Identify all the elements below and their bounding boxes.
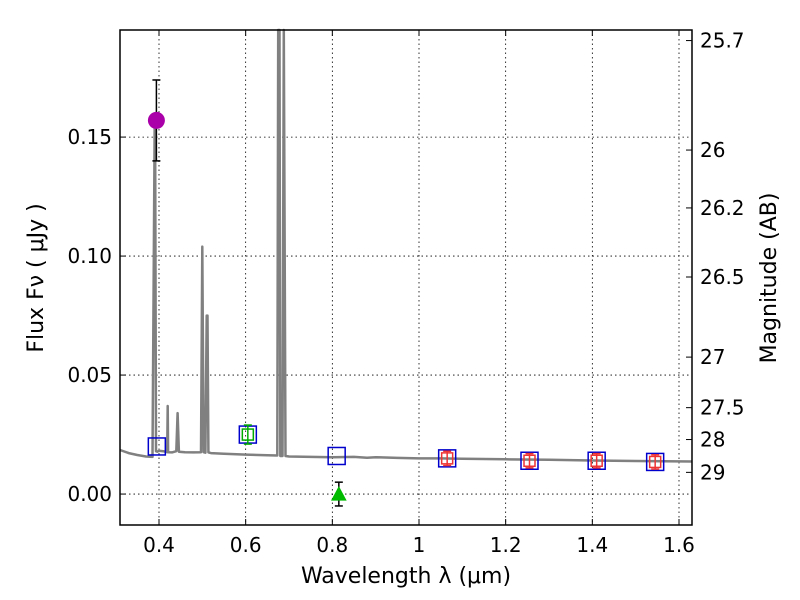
x-tick-label: 0.4 xyxy=(143,533,175,557)
data-point-square xyxy=(523,454,536,467)
data-point-square xyxy=(520,451,539,470)
mag-tick-label: 26 xyxy=(700,138,725,162)
markers xyxy=(147,79,665,507)
data-point-square xyxy=(587,451,606,470)
mag-tick-label: 29 xyxy=(700,460,725,484)
data-point-square xyxy=(327,446,346,466)
x-tick-label: 1.6 xyxy=(663,533,695,557)
mag-tick-label: 26.2 xyxy=(700,196,745,220)
ticks: 0.4 0.6 0.8 1 1.2 1.4 1.6 0.00 0.05 0.10 0.15 25.7 2… xyxy=(67,29,744,557)
y-axis-right-label: Magnitude (AB) xyxy=(757,193,782,364)
x-tick-label: 0.6 xyxy=(230,533,262,557)
data-point-square xyxy=(241,428,255,441)
y-tick-label: 0.05 xyxy=(67,363,112,387)
grid xyxy=(120,30,692,525)
mag-tick-label: 27 xyxy=(700,345,725,369)
sed-lines xyxy=(119,28,693,463)
y-axis-label: Flux Fν ( μJy ) xyxy=(24,203,49,352)
mag-tick-label: 25.7 xyxy=(700,29,745,53)
data-point-circle xyxy=(147,111,165,129)
mag-tick-label: 27.5 xyxy=(700,396,745,420)
data-point-square xyxy=(648,455,662,469)
x-tick-label: 1.2 xyxy=(490,533,522,557)
x-axis-label: Wavelength λ (μm) xyxy=(301,564,511,589)
data-point-square xyxy=(437,449,457,468)
y-tick-label: 0.15 xyxy=(67,125,112,149)
data-point-square xyxy=(440,452,454,465)
x-tick-label: 0.8 xyxy=(316,533,348,557)
mag-tick-label: 28 xyxy=(700,428,725,452)
y-tick-label: 0.00 xyxy=(67,482,112,506)
x-tick-label: 1.4 xyxy=(576,533,608,557)
data-point-square xyxy=(645,452,665,472)
data-point-square xyxy=(147,437,167,456)
sed-line xyxy=(119,28,693,463)
data-point-square xyxy=(590,454,603,467)
data-point-triangle xyxy=(330,486,347,501)
x-tick-label: 1 xyxy=(413,533,426,557)
mag-tick-label: 26.5 xyxy=(700,265,745,289)
y-tick-label: 0.10 xyxy=(67,244,112,268)
